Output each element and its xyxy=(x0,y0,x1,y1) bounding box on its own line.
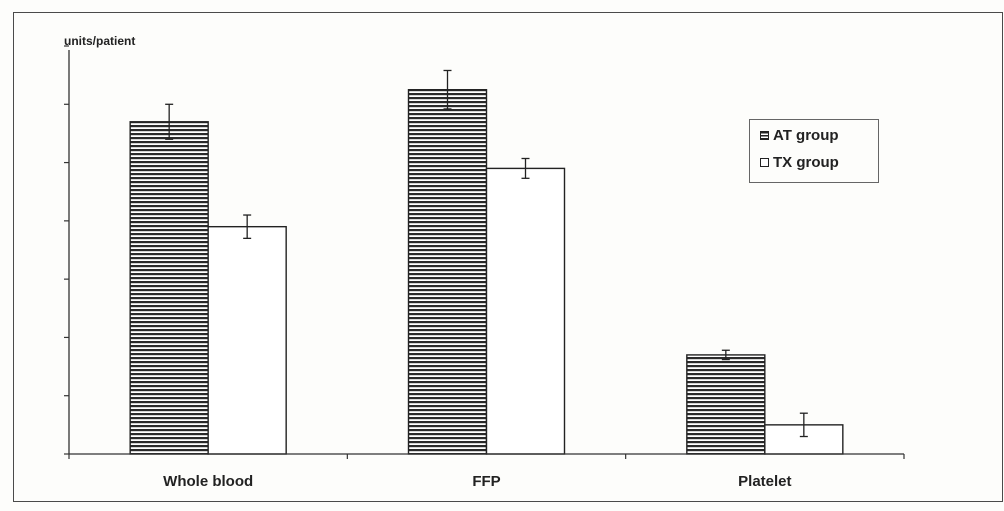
legend-label-tx: TX group xyxy=(773,154,839,171)
x-tick-label: Platelet xyxy=(738,473,791,490)
legend-item-tx: TX group xyxy=(760,154,839,171)
y-axis-label: units/patient xyxy=(64,34,135,48)
legend-item-at: AT group xyxy=(760,127,839,144)
bar-at xyxy=(686,354,766,455)
legend: AT group TX group xyxy=(749,119,879,183)
axes-layer xyxy=(64,45,905,459)
legend-swatch-tx xyxy=(760,158,769,167)
legend-label-at: AT group xyxy=(773,127,839,144)
bar-at xyxy=(129,121,209,455)
x-tick-label: FFP xyxy=(472,473,500,490)
x-tick-label: Whole blood xyxy=(163,473,253,490)
labels-layer: Whole blood FFP Platelet xyxy=(163,473,791,490)
bar-tx xyxy=(485,167,566,455)
bar-at xyxy=(407,89,488,455)
bar-chart: units/patient Whole blood FFP Platelet xyxy=(64,34,905,490)
bars-layer xyxy=(129,69,844,455)
legend-swatch-at xyxy=(760,131,769,140)
bar-tx xyxy=(207,225,287,455)
chart-frame: units/patient Whole blood FFP Platelet AT … xyxy=(13,12,1003,502)
